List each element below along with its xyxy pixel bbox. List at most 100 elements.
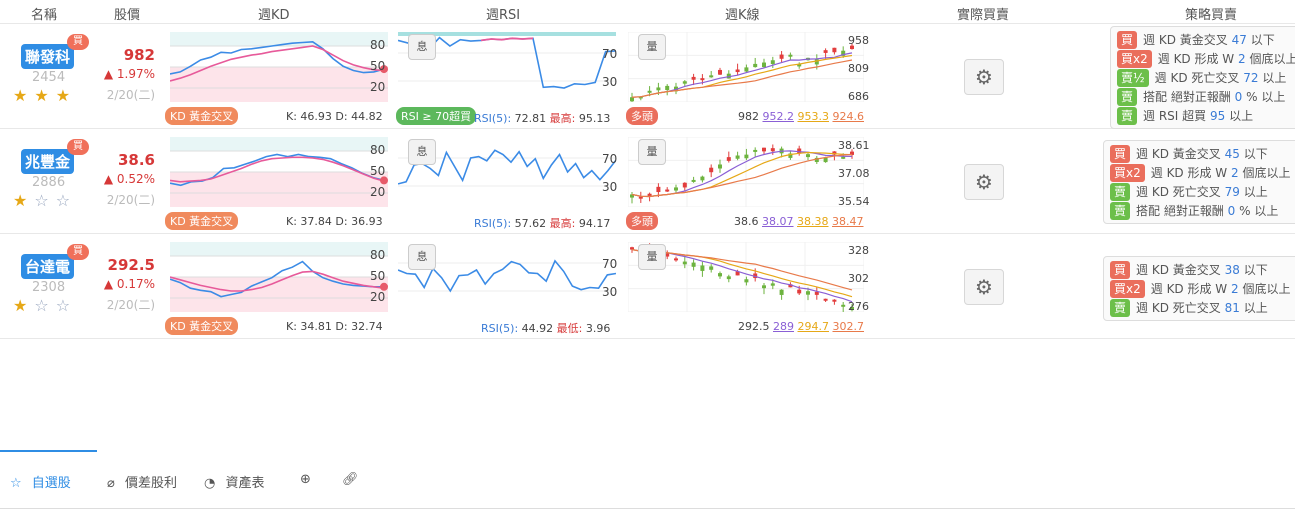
rsi-info-button[interactable]: 息 (408, 139, 436, 165)
tab-link[interactable]: 🔗︎ (342, 472, 359, 487)
rating-stars[interactable]: ★☆☆ (13, 296, 77, 315)
star-icon: ☆ (10, 476, 22, 491)
price-change: ▲ 0.52% (103, 172, 155, 186)
candle-body (814, 59, 819, 65)
rating-stars[interactable]: ★★★ (13, 86, 77, 105)
kline-tick-label: 809 (848, 62, 869, 75)
kline-tick-label: 686 (848, 90, 869, 103)
rsi-tick-label: 30 (602, 180, 618, 194)
candle-body (788, 284, 793, 288)
kline-volume-button[interactable]: 量 (638, 139, 666, 165)
rsi-info-button[interactable]: 息 (408, 34, 436, 60)
buy-badge: 買 (67, 244, 89, 260)
strategy-suffix: 以上 (1229, 109, 1254, 123)
weekly-kd-chart[interactable] (170, 32, 388, 102)
rsi-tick-label: 70 (602, 47, 618, 61)
settings-gear-button[interactable]: ⚙ (964, 164, 1004, 200)
candle-body (841, 304, 846, 307)
stock-name-button[interactable]: 台達電 (21, 254, 75, 279)
kline-values: 292.5 289 294.7 302.7 (738, 320, 864, 333)
star-icon[interactable]: ★ (34, 86, 56, 105)
strategy-suffix: % 以上 (1239, 204, 1279, 218)
candle-body (647, 193, 652, 197)
weekly-kd-chart[interactable] (170, 242, 388, 312)
tab-add[interactable]: ⊕ (300, 472, 311, 487)
rsi-values: RSI(5): 57.62 最高: 94.17 (474, 217, 611, 230)
strategy-panel[interactable]: 買週 KD 黃金交叉 38 以下 買x2 週 KD 形成 W 2 個底以上賣週 KD… (1103, 256, 1295, 321)
settings-gear-button[interactable]: ⚙ (964, 269, 1004, 305)
candle-body (850, 45, 854, 50)
kline-values: 38.6 38.07 38.38 38.47 (734, 215, 864, 228)
pill-icon: ⌀ (107, 476, 115, 491)
candle-body (823, 298, 828, 301)
price-change: ▲ 1.97% (103, 67, 155, 81)
star-icon[interactable]: ★ (13, 296, 35, 315)
buy-badge: 買 (67, 34, 89, 50)
strategy-rule: 賣週 KD 死亡交叉 81 以上 (1110, 299, 1268, 317)
rating-stars[interactable]: ★☆☆ (13, 191, 77, 210)
star-icon[interactable]: ★ (13, 191, 35, 210)
rsi-info-button[interactable]: 息 (408, 244, 436, 270)
strategy-text: 週 KD 形成 W (1150, 166, 1228, 180)
weekly-kline-chart[interactable] (628, 32, 864, 102)
strategy-panel[interactable]: 買週 KD 黃金交叉 47 以下 買x2 週 KD 形成 W 2 個底以上 賣½ 週 K… (1110, 26, 1295, 129)
strategy-panel[interactable]: 買週 KD 黃金交叉 45 以下 買x2 週 KD 形成 W 2 個底以上賣週 KD… (1103, 140, 1295, 224)
candle-body (779, 289, 784, 295)
kd-values: K: 46.93 D: 44.82 (286, 110, 383, 123)
strategy-suffix: 以上 (1243, 301, 1268, 315)
stock-price: 982 (123, 46, 155, 64)
rsi-extreme: 3.96 (585, 322, 611, 335)
candle-body (700, 78, 705, 81)
kd-d-value: 44.82 (351, 110, 383, 123)
strategy-action-badge: 賣 (1117, 107, 1138, 125)
strategy-rule: 買x2 週 KD 形成 W 2 個底以上 (1110, 164, 1290, 182)
weekly-kd-chart[interactable] (170, 137, 388, 207)
rsi-values: RSI(5): 72.81 最高: 95.13 (474, 112, 611, 125)
tab-asset-table[interactable]: ◔ 資產表 (204, 472, 265, 491)
star-icon[interactable]: ☆ (55, 191, 78, 210)
kd-d-value: 32.74 (351, 320, 383, 333)
kline-ma-series (631, 52, 853, 98)
candle-body (735, 69, 740, 73)
candle-body (841, 50, 846, 56)
rsi-extreme-label: 最低: (556, 322, 583, 335)
candle-body (814, 291, 819, 295)
candle-body (638, 96, 643, 99)
tab-watchlist[interactable]: ☆ 自選股 (10, 472, 71, 491)
strategy-rule: 賣搭配 絕對正報酬 0 % 以上 (1110, 202, 1278, 220)
strategy-suffix: 個底以上 (1249, 52, 1295, 66)
strategy-suffix: 個底以上 (1242, 282, 1291, 296)
kline-tick-label: 35.54 (838, 195, 870, 208)
weekly-kline-chart[interactable] (628, 137, 864, 207)
strategy-value: 45 (1224, 147, 1240, 161)
rsi-value: 57.62 (514, 217, 547, 230)
kline-volume-button[interactable]: 量 (638, 244, 666, 270)
candle-body (735, 155, 740, 159)
kd-signal-tag: KD 黃金交叉 (165, 107, 239, 125)
candle-body (832, 299, 837, 302)
star-icon[interactable]: ★ (13, 86, 35, 105)
strategy-text: 週 KD 死亡交叉 (1136, 185, 1221, 199)
candle-body (709, 266, 714, 270)
candle-body (832, 151, 837, 155)
star-icon[interactable]: ★ (55, 86, 78, 105)
stock-name-button[interactable]: 兆豐金 (21, 149, 75, 174)
kline-trend-tag: 多頭 (626, 212, 658, 230)
stock-price: 38.6 (117, 151, 155, 169)
star-icon[interactable]: ☆ (55, 296, 78, 315)
candle-body (753, 273, 758, 279)
tab-spread-dividend[interactable]: ⌀ 價差股利 (107, 472, 177, 491)
strategy-text: 週 KD 黃金交叉 (1136, 263, 1221, 277)
star-icon[interactable]: ☆ (34, 296, 56, 315)
star-icon[interactable]: ☆ (34, 191, 56, 210)
kline-ma1: 38.07 (762, 215, 794, 228)
strategy-action-badge: 買 (1117, 31, 1138, 49)
stock-name-button[interactable]: 聯發科 (21, 44, 75, 69)
strategy-value: 0 (1227, 204, 1236, 218)
kline-ma-series (631, 249, 853, 291)
kd-d-value: 36.93 (351, 215, 383, 228)
kline-volume-button[interactable]: 量 (638, 34, 666, 60)
kd-last-point (380, 176, 388, 185)
settings-gear-button[interactable]: ⚙ (964, 59, 1004, 95)
strategy-value: 38 (1224, 263, 1240, 277)
